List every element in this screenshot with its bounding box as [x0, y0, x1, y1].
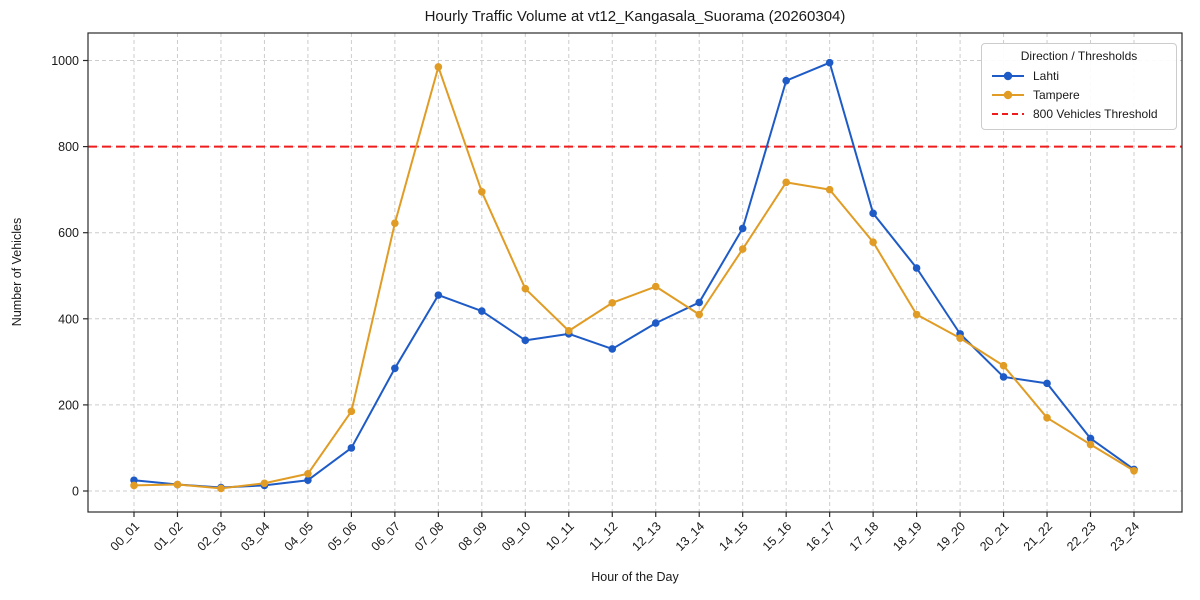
x-tick-label-12_13: 12_13 — [629, 519, 664, 554]
x-tick-label-14_15: 14_15 — [716, 519, 751, 554]
data-point-lahti-06_07 — [391, 364, 399, 373]
data-point-tampere-06_07 — [391, 219, 399, 228]
dashed-line-icon — [992, 112, 1024, 115]
y-tick-label-400: 400 — [58, 312, 79, 326]
data-point-tampere-20_21 — [999, 361, 1008, 370]
legend-entry-800-vehicles-threshold: 800 Vehicles Threshold — [991, 104, 1167, 123]
data-point-tampere-14_15 — [738, 245, 747, 253]
x-tick-label-09_10: 09_10 — [499, 519, 534, 554]
x-tick-label-04_05: 04_05 — [282, 519, 317, 554]
data-point-tampere-19_20 — [956, 334, 964, 342]
y-tick-label-200: 200 — [58, 398, 79, 412]
legend-entry-label: Tampere — [1033, 87, 1080, 102]
y-tick-label-1000: 1000 — [51, 54, 79, 68]
data-point-lahti-20_21 — [999, 373, 1008, 381]
data-point-lahti-14_15 — [738, 224, 747, 233]
x-tick-label-07_08: 07_08 — [412, 519, 447, 554]
data-point-tampere-21_22 — [1043, 414, 1051, 422]
x-tick-label-16_17: 16_17 — [803, 519, 838, 554]
x-tick-label-21_22: 21_22 — [1021, 519, 1056, 554]
series-line-tampere — [133, 65, 1135, 490]
data-point-tampere-16_17 — [825, 185, 834, 194]
x-tick-label-08_09: 08_09 — [455, 519, 490, 554]
x-tick-label-10_11: 10_11 — [543, 519, 577, 553]
x-tick-label-01_02: 01_02 — [151, 519, 186, 554]
data-point-lahti-13_14 — [695, 298, 704, 307]
x-tick-label-13_14: 13_14 — [673, 519, 708, 554]
x-tick-label-17_18: 17_18 — [847, 519, 882, 554]
x-tick-label-19_20: 19_20 — [934, 519, 969, 554]
y-tick-label-800: 800 — [58, 140, 79, 154]
legend-entry-tampere: Tampere — [991, 85, 1167, 104]
data-point-lahti-22_23 — [1086, 434, 1095, 443]
chart-title: Hourly Traffic Volume at vt12_Kangasala_… — [424, 8, 846, 25]
line-marker-icon — [992, 90, 1024, 99]
y-tick-label-0: 0 — [72, 485, 79, 499]
legend-entry-lahti: Lahti — [991, 66, 1167, 85]
data-point-lahti-09_10 — [521, 336, 530, 345]
data-point-tampere-11_12 — [608, 299, 617, 307]
data-point-tampere-17_18 — [869, 238, 877, 246]
data-point-tampere-00_01 — [130, 481, 138, 490]
legend-entries: Lahti Tampere 800 Vehicles Threshold — [991, 66, 1167, 123]
series-line-lahti — [133, 61, 1135, 489]
legend: Direction / Thresholds Lahti Tampere 800 V… — [981, 43, 1177, 130]
x-tick-label-15_16: 15_16 — [760, 519, 795, 554]
data-point-tampere-13_14 — [695, 310, 704, 319]
data-point-tampere-09_10 — [521, 284, 530, 293]
line-marker-icon — [992, 71, 1024, 80]
data-point-tampere-05_06 — [347, 407, 356, 416]
x-axis-label: Hour of the Day — [591, 570, 679, 584]
data-point-lahti-08_09 — [478, 307, 486, 315]
data-point-lahti-11_12 — [608, 345, 617, 353]
legend-entry-label: Lahti — [1033, 68, 1060, 83]
x-tick-label-02_03: 02_03 — [195, 519, 230, 554]
y-tick-label-600: 600 — [58, 226, 79, 240]
data-point-tampere-12_13 — [651, 282, 660, 291]
x-tick-label-00_01: 00_01 — [108, 519, 143, 554]
data-point-lahti-05_06 — [347, 444, 356, 452]
x-tick-label-23_24: 23_24 — [1108, 519, 1143, 554]
x-tick-label-05_06: 05_06 — [325, 519, 360, 554]
x-tick-label-18_19: 18_19 — [890, 519, 925, 554]
data-point-tampere-18_19 — [912, 310, 921, 319]
data-point-tampere-23_24 — [1130, 466, 1138, 475]
data-point-lahti-15_16 — [782, 76, 790, 85]
legend-entry-label: 800 Vehicles Threshold — [1033, 106, 1158, 121]
data-point-tampere-03_04 — [260, 479, 269, 488]
x-tick-label-20_21: 20_21 — [977, 519, 1012, 554]
data-point-tampere-22_23 — [1086, 440, 1095, 449]
data-point-lahti-21_22 — [1043, 379, 1051, 388]
x-tick-label-06_07: 06_07 — [369, 519, 404, 554]
x-tick-label-22_23: 22_23 — [1064, 519, 1099, 554]
data-point-tampere-15_16 — [782, 178, 790, 187]
data-point-lahti-12_13 — [651, 319, 660, 327]
data-point-tampere-01_02 — [173, 480, 182, 489]
axes-border — [87, 32, 1183, 513]
data-point-tampere-07_08 — [434, 63, 443, 71]
data-point-lahti-16_17 — [825, 58, 834, 67]
data-point-lahti-07_08 — [434, 291, 443, 299]
data-point-lahti-04_05 — [304, 476, 312, 485]
x-tick-label-03_04: 03_04 — [238, 519, 273, 554]
data-point-tampere-02_03 — [217, 484, 225, 493]
data-point-lahti-17_18 — [869, 209, 877, 218]
x-tick-label-11_12: 11_12 — [587, 519, 621, 553]
data-point-tampere-10_11 — [564, 327, 573, 335]
data-point-lahti-18_19 — [912, 264, 921, 272]
data-point-tampere-04_05 — [304, 469, 312, 478]
legend-title: Direction / Thresholds — [1020, 49, 1138, 63]
data-point-tampere-08_09 — [478, 188, 486, 196]
